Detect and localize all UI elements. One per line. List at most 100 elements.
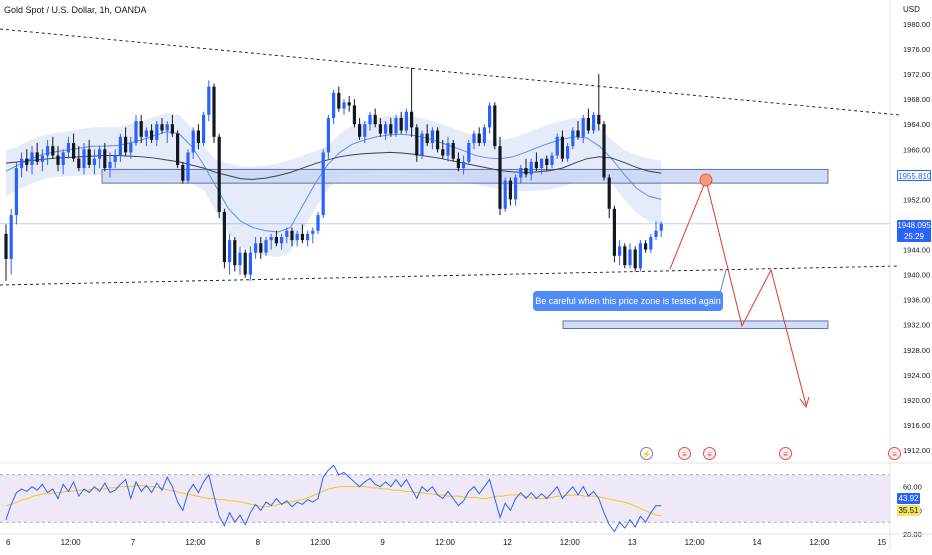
candle-body: [170, 124, 174, 134]
price-tick-label: 1944.00: [903, 246, 930, 255]
candle-body: [326, 117, 330, 153]
candle-body: [415, 127, 419, 156]
candle-body: [628, 249, 632, 266]
candle-body: [332, 92, 336, 118]
rsi-signal-line: [5, 484, 662, 517]
candle-body: [92, 158, 96, 165]
candle-body: [644, 243, 648, 250]
rsi-value-tag: 43.92: [897, 493, 920, 504]
price-tick-label: 1940.00: [903, 271, 930, 280]
candle-body: [618, 246, 622, 256]
candle-body: [649, 237, 653, 250]
price-tick-label: 1924.00: [903, 371, 930, 380]
price-tick-label: 1968.00: [903, 95, 930, 104]
candle-body: [451, 143, 455, 159]
candle-body: [373, 114, 377, 125]
resistance-zone: [101, 168, 829, 184]
candle-body: [607, 177, 611, 209]
candle-body: [259, 243, 263, 253]
time-tick-label: 12:00: [435, 538, 456, 547]
candle-body: [196, 130, 200, 144]
candle-body: [30, 152, 34, 165]
annotation-callout[interactable]: Be careful when this price zone is teste…: [533, 291, 723, 311]
time-tick-label: 12:00: [560, 538, 581, 547]
candle-body: [576, 130, 580, 137]
candle-body: [35, 152, 39, 162]
upper-trendline: [0, 28, 901, 116]
candle-body: [623, 246, 627, 266]
candle-body: [103, 149, 107, 169]
rsi-signal-text: 35.51: [898, 506, 919, 515]
candle-body: [493, 105, 497, 147]
candle-body: [347, 102, 351, 106]
candle-body: [638, 243, 642, 269]
lightning-icon[interactable]: ⚡: [640, 447, 653, 460]
price-label-zone-text: 1955.810: [898, 172, 932, 181]
price-tick-label: 1952.00: [903, 195, 930, 204]
price-tick-label: 1928.00: [903, 346, 930, 355]
candle-body: [399, 117, 403, 131]
candle-body: [139, 121, 143, 137]
candle-body: [108, 161, 112, 169]
rsi-tick-label: 60.00: [903, 483, 922, 492]
time-tick-label: 8: [256, 538, 261, 547]
candle-body: [566, 146, 570, 159]
candle-body: [612, 208, 616, 256]
price-label-ma-text: 1956.967: [897, 159, 931, 168]
time-tick-label: 12: [503, 538, 512, 547]
candle-body: [280, 237, 284, 244]
candle-body: [264, 240, 268, 253]
flag-icon[interactable]: ≡: [703, 447, 716, 460]
callout-pointer: [719, 269, 727, 294]
candle-body: [129, 143, 133, 153]
price-tick-label: 1960.00: [903, 145, 930, 154]
rsi-band: [0, 474, 890, 523]
price-tick-label: 1980.00: [903, 20, 930, 29]
candle-body: [378, 124, 382, 134]
flag-icon[interactable]: ≡: [678, 447, 691, 460]
candle-body: [534, 161, 538, 169]
candle-body: [477, 133, 481, 144]
candle-body: [87, 149, 91, 165]
flag-icon[interactable]: ≡: [888, 447, 901, 460]
candle-body: [9, 215, 13, 259]
candle-body: [368, 114, 372, 125]
candle-body: [524, 168, 528, 175]
candle-body: [290, 230, 294, 241]
price-tick-label: 1920.00: [903, 396, 930, 405]
time-tick-label: 9: [380, 538, 385, 547]
candle-body: [597, 114, 601, 125]
candle-body: [160, 124, 164, 131]
candle-body: [342, 102, 346, 109]
candle-body: [14, 168, 18, 216]
candle-body: [430, 130, 434, 144]
candle-body: [134, 121, 138, 144]
candle-body: [462, 161, 466, 169]
symbol-title: Gold Spot / U.S. Dollar, 1h, OANDA: [4, 5, 147, 15]
candle-body: [4, 233, 8, 259]
currency-label: USD: [903, 5, 920, 14]
time-tick-label: 12:00: [310, 538, 331, 547]
flag-icon[interactable]: ≡: [779, 447, 792, 460]
candle-body: [165, 124, 169, 131]
candle-body: [316, 215, 320, 231]
candle-body: [384, 124, 388, 134]
candle-body: [228, 240, 232, 263]
time-tick-label: 12:00: [185, 538, 206, 547]
candle-body: [514, 177, 518, 200]
price-label-ma: 1956.967: [897, 158, 931, 169]
candle-body: [550, 155, 554, 165]
candle-body: [540, 158, 544, 169]
candle-body: [212, 86, 216, 137]
candle-body: [181, 164, 185, 181]
candle-body: [77, 158, 81, 169]
candle-body: [233, 240, 237, 266]
candle-body: [82, 149, 86, 169]
candle-body: [337, 92, 341, 109]
candle-body: [202, 114, 206, 144]
candle-body: [248, 252, 252, 275]
candle-body: [243, 252, 247, 275]
candle-body: [467, 143, 471, 162]
